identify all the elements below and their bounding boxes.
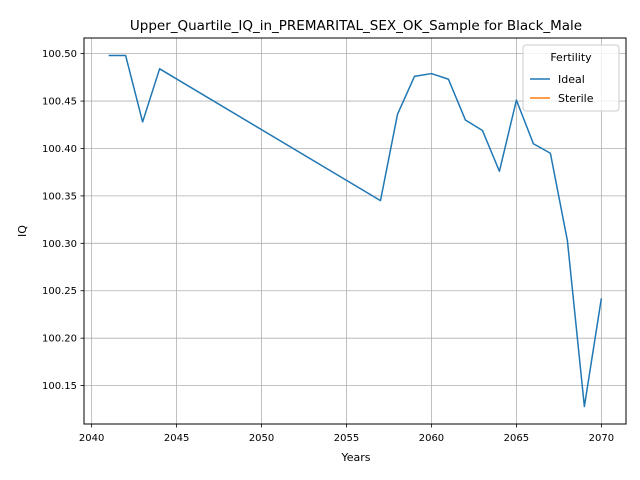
plot-frame	[83, 37, 627, 425]
x-tick-label: 2060	[419, 433, 444, 444]
y-tick-label: 100.15	[42, 381, 77, 392]
legend-title: Fertility	[550, 51, 592, 64]
series-layer	[108, 54, 603, 408]
x-tick-label: 2045	[164, 433, 189, 444]
series-line-ideal	[108, 54, 603, 408]
chart-title: Upper_Quartile_IQ_in_PREMARITAL_SEX_OK_S…	[130, 18, 582, 34]
y-tick-label: 100.40	[42, 144, 77, 155]
x-tick-label: 2065	[504, 433, 529, 444]
y-tick-label: 100.35	[42, 191, 77, 202]
y-axis: 100.15 100.20 100.25 100.30 100.35 100.40 100.…	[42, 49, 84, 392]
y-tick-label: 100.45	[42, 97, 77, 108]
x-tick-label: 2070	[589, 433, 614, 444]
legend-label-ideal: Ideal	[558, 73, 585, 86]
x-axis-label: Years	[340, 451, 370, 464]
y-tick-label: 100.20	[42, 334, 77, 345]
legend-label-sterile: Sterile	[558, 92, 594, 105]
y-tick-label: 100.30	[42, 239, 77, 250]
x-tick-label: 2040	[79, 433, 104, 444]
y-tick-label: 100.50	[42, 49, 77, 60]
y-axis-label: IQ	[16, 225, 29, 237]
legend: Fertility Ideal Sterile	[522, 44, 620, 112]
y-tick-label: 100.25	[42, 286, 77, 297]
legend-box	[522, 44, 620, 112]
x-tick-label: 2055	[334, 433, 359, 444]
x-tick-label: 2050	[249, 433, 274, 444]
x-axis: 2040 2045 2050 2055 2060 2065 2070	[79, 424, 614, 444]
